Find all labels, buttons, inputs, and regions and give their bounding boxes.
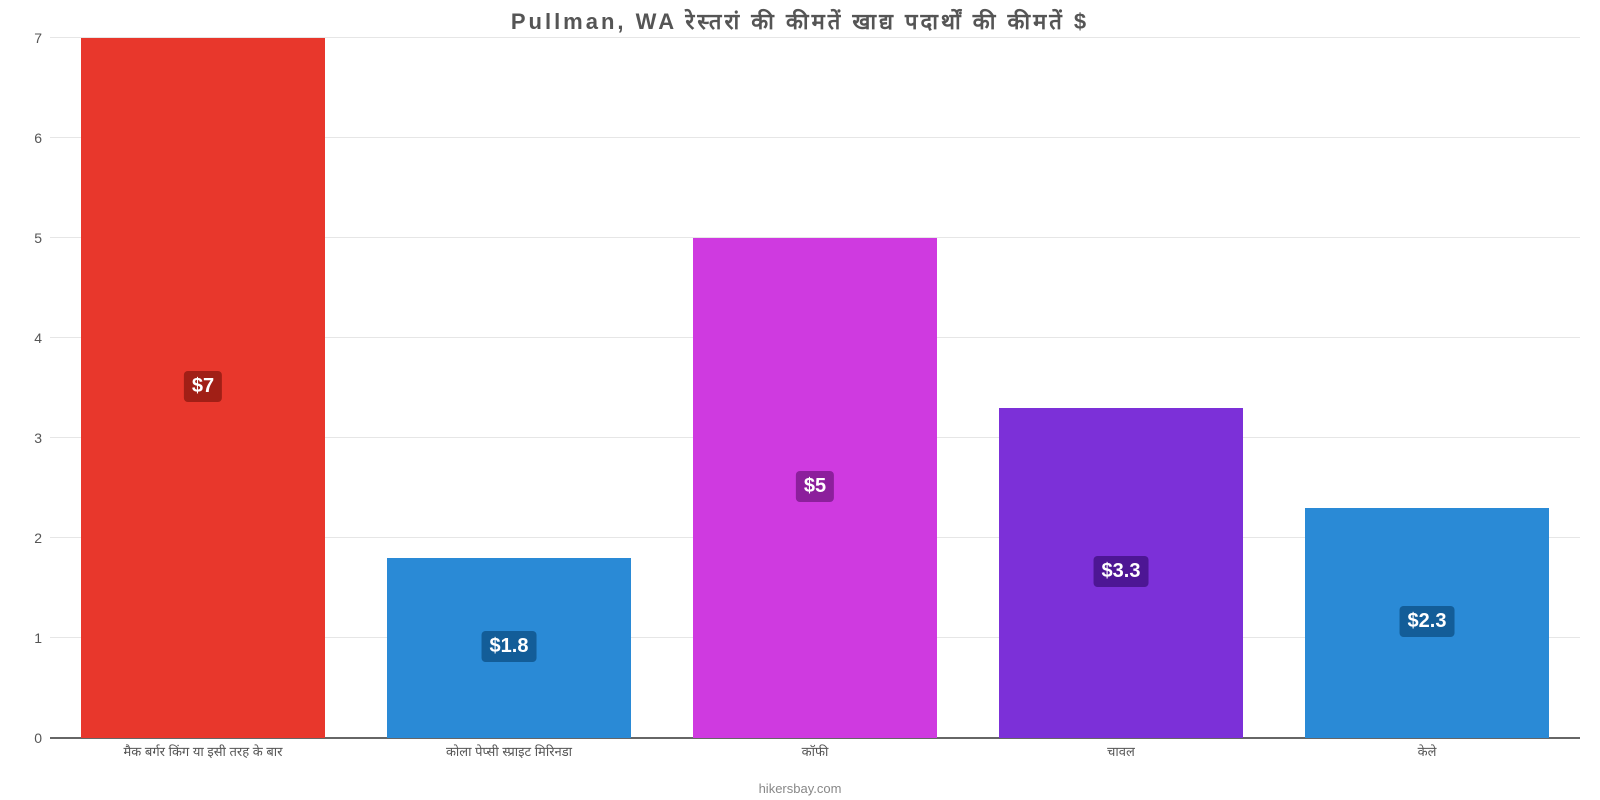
value-badge: $3.3 bbox=[1094, 556, 1149, 587]
value-badge: $5 bbox=[796, 471, 834, 502]
value-badge: $7 bbox=[184, 371, 222, 402]
bar: $1.8 bbox=[387, 558, 632, 738]
bar: $2.3 bbox=[1305, 508, 1550, 738]
y-tick-label: 2 bbox=[34, 530, 42, 546]
bar: $5 bbox=[693, 238, 938, 738]
x-axis-labels: मैक बर्गर किंग या इसी तरह के बार कोला पेप… bbox=[50, 742, 1580, 772]
x-tick-label: चावल bbox=[1107, 742, 1135, 760]
x-tick-label: मैक बर्गर किंग या इसी तरह के बार bbox=[124, 742, 283, 760]
x-tick-label: कॉफी bbox=[802, 742, 829, 760]
y-tick-label: 7 bbox=[34, 30, 42, 46]
y-tick-label: 1 bbox=[34, 630, 42, 646]
chart-credit: hikersbay.com bbox=[0, 781, 1600, 796]
value-badge: $2.3 bbox=[1400, 606, 1455, 637]
y-tick-label: 6 bbox=[34, 130, 42, 146]
value-badge: $1.8 bbox=[482, 631, 537, 662]
price-bar-chart: Pullman, WA रेस्तरां की कीमतें खाद्य पदा… bbox=[0, 0, 1600, 800]
y-tick-label: 4 bbox=[34, 330, 42, 346]
y-tick-label: 3 bbox=[34, 430, 42, 446]
plot-area: 01234567$7$1.8$5$3.3$2.3 bbox=[50, 38, 1580, 738]
x-tick-label: केले bbox=[1418, 742, 1437, 760]
y-tick-label: 5 bbox=[34, 230, 42, 246]
y-tick-label: 0 bbox=[34, 730, 42, 746]
bar: $7 bbox=[81, 38, 326, 738]
bar: $3.3 bbox=[999, 408, 1244, 738]
chart-title: Pullman, WA रेस्तरां की कीमतें खाद्य पदा… bbox=[0, 6, 1600, 36]
x-tick-label: कोला पेप्सी स्प्राइट मिरिनडा bbox=[446, 742, 572, 760]
